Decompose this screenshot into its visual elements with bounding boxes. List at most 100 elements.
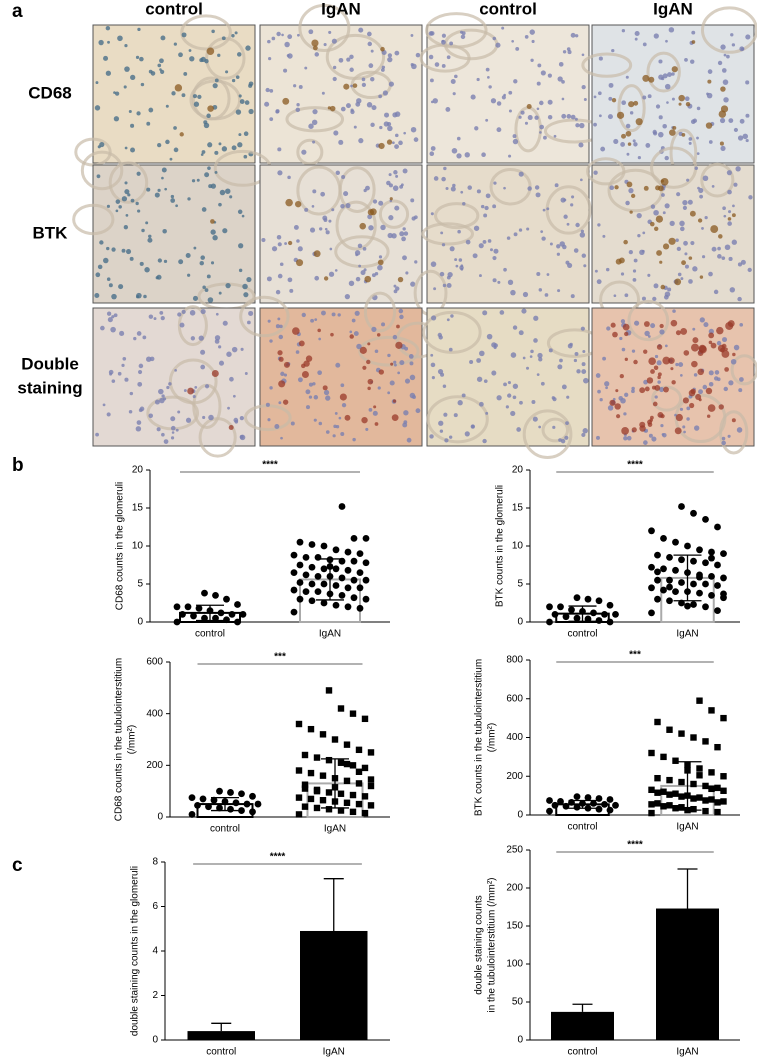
- nucleus: [449, 41, 454, 46]
- nucleus: [740, 259, 746, 265]
- nucleus: [156, 274, 162, 280]
- nucleus: [533, 315, 539, 321]
- nucleus: [518, 115, 522, 119]
- nucleus: [658, 115, 663, 120]
- data-point: [362, 559, 370, 567]
- data-point: [696, 546, 703, 554]
- nucleus: [430, 261, 437, 267]
- panel-label: c: [12, 855, 23, 876]
- nucleus: [597, 389, 601, 394]
- nucleus: [313, 418, 317, 422]
- data-point: [349, 791, 357, 799]
- nucleus: [181, 32, 187, 38]
- nucleus: [571, 195, 575, 199]
- nucleus: [624, 293, 629, 298]
- nucleus: [374, 349, 379, 354]
- nucleus: [628, 187, 634, 194]
- nucleus: [267, 39, 271, 44]
- nucleus: [367, 41, 372, 47]
- nucleus: [524, 121, 529, 125]
- tubule: [426, 395, 489, 444]
- nucleus: [437, 332, 442, 338]
- data-point: [690, 509, 697, 517]
- nucleus: [661, 433, 665, 436]
- nucleus: [319, 227, 323, 231]
- data-point: [320, 565, 328, 573]
- nucleus: [485, 67, 490, 72]
- nucleus: [575, 123, 580, 128]
- data-point: [590, 609, 597, 617]
- nucleus: [454, 74, 458, 79]
- nucleus: [106, 204, 111, 208]
- nucleus: [721, 436, 726, 441]
- y-axis-label: in the tubulointerstitium (/mm²): [487, 877, 498, 1012]
- nucleus: [399, 314, 404, 320]
- nucleus: [301, 312, 306, 318]
- nucleus: [276, 234, 282, 240]
- stain: [646, 377, 654, 384]
- nucleus: [246, 276, 252, 283]
- nucleus: [370, 76, 375, 82]
- stain: [653, 365, 659, 371]
- nucleus: [717, 60, 723, 66]
- nucleus: [129, 391, 134, 396]
- nucleus: [402, 227, 406, 231]
- nucleus: [356, 343, 362, 350]
- data-point: [337, 705, 345, 712]
- tubule: [719, 410, 749, 455]
- nucleus: [161, 432, 165, 437]
- nucleus: [539, 124, 545, 130]
- data-point: [367, 749, 375, 756]
- nucleus: [264, 101, 270, 107]
- nucleus: [218, 202, 222, 207]
- stain: [610, 322, 616, 328]
- nucleus: [280, 436, 283, 440]
- nucleus: [529, 355, 533, 358]
- nucleus: [411, 63, 417, 70]
- nucleus: [411, 216, 416, 221]
- micrograph: [581, 6, 757, 178]
- x-tick-label: IgAN: [676, 822, 698, 833]
- nucleus: [231, 78, 236, 83]
- nucleus: [723, 386, 728, 392]
- nucleus: [123, 85, 127, 89]
- nucleus: [377, 386, 381, 390]
- data-point: [702, 559, 709, 567]
- data-point: [654, 568, 661, 576]
- nucleus: [214, 170, 218, 174]
- data-point: [720, 590, 727, 598]
- nucleus: [137, 381, 143, 387]
- nucleus: [560, 438, 566, 444]
- nucleus: [713, 376, 719, 381]
- nucleus: [234, 31, 238, 35]
- nucleus: [441, 176, 446, 182]
- nucleus: [95, 272, 101, 278]
- nucleus: [620, 319, 626, 324]
- y-tick-label: 20: [512, 465, 524, 476]
- tubule: [581, 52, 633, 78]
- nucleus: [552, 397, 557, 402]
- nucleus: [201, 150, 206, 154]
- nucleus: [512, 395, 517, 400]
- nucleus: [624, 392, 629, 397]
- data-point: [239, 611, 247, 618]
- nucleus: [323, 43, 327, 47]
- nucleus: [512, 134, 517, 139]
- nucleus: [661, 193, 665, 197]
- data-point: [338, 503, 346, 510]
- nucleus: [340, 106, 346, 112]
- data-point: [238, 790, 245, 798]
- stain: [639, 421, 646, 428]
- nucleus: [651, 436, 657, 442]
- data-point: [612, 801, 619, 809]
- nucleus: [394, 50, 400, 56]
- nucleus: [103, 55, 109, 61]
- stain: [697, 350, 704, 356]
- nucleus: [472, 253, 478, 259]
- nucleus: [522, 356, 526, 360]
- nucleus: [583, 97, 587, 101]
- nucleus: [387, 125, 393, 132]
- data-point: [355, 768, 363, 775]
- data-point: [714, 784, 721, 792]
- nucleus: [482, 239, 487, 244]
